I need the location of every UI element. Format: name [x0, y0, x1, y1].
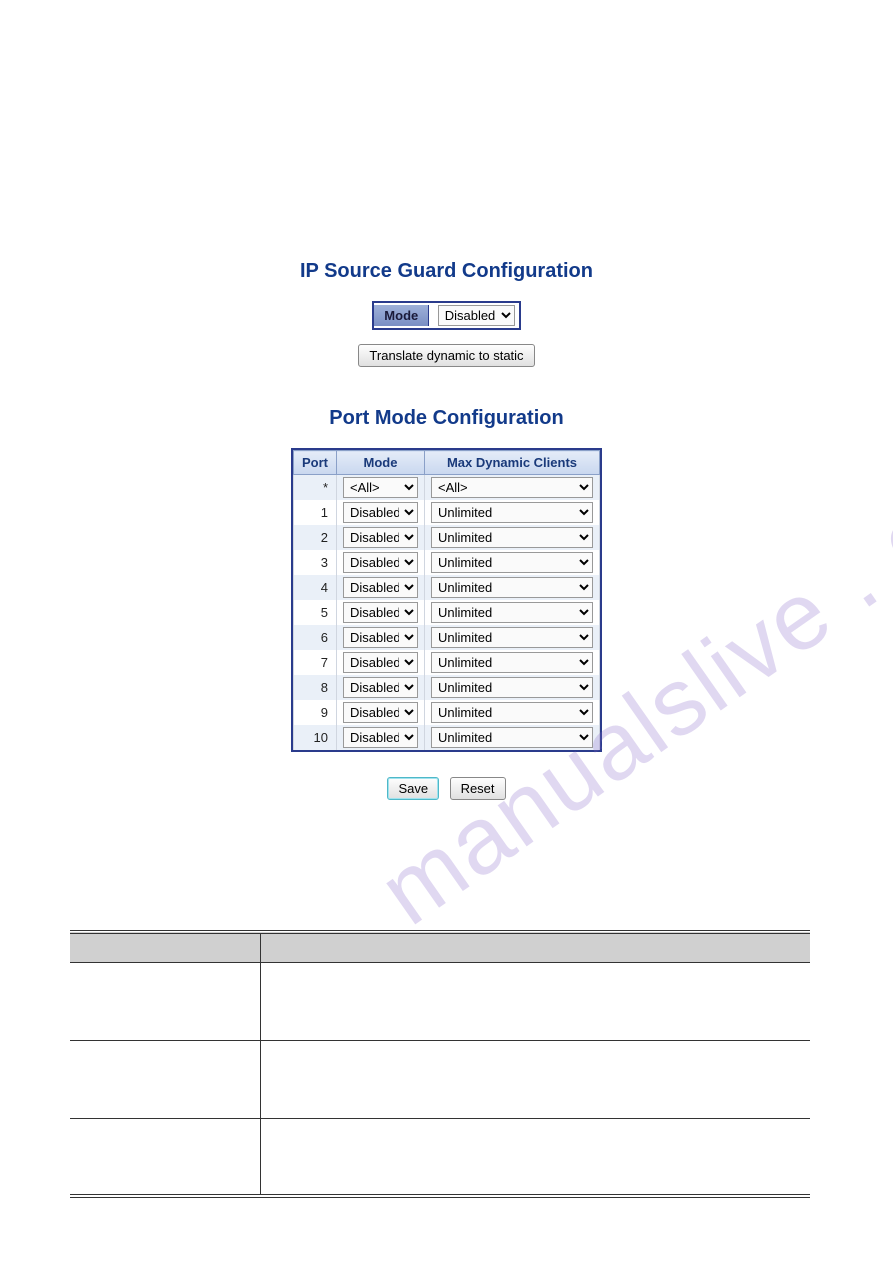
max-clients-select[interactable]: Unlimited — [431, 577, 593, 598]
mode-cell: Disabled — [337, 600, 425, 625]
port-cell: 9 — [294, 700, 337, 725]
mode-select[interactable]: Disabled — [438, 305, 515, 326]
table-row: 2 Disabled Unlimited — [294, 525, 600, 550]
lower-table-row — [70, 1040, 810, 1118]
table-row: 9 Disabled Unlimited — [294, 700, 600, 725]
port-cell: 7 — [294, 650, 337, 675]
max-clients-cell: Unlimited — [425, 625, 600, 650]
port-table-wrap: Port Mode Max Dynamic Clients * <All> <All… — [291, 448, 602, 752]
table-row: 1 Disabled Unlimited — [294, 500, 600, 525]
max-clients-select[interactable]: <All> — [431, 477, 593, 498]
lower-cell-1 — [70, 1118, 260, 1196]
max-clients-cell: Unlimited — [425, 525, 600, 550]
lower-cell-2 — [260, 1118, 810, 1196]
table-row: 7 Disabled Unlimited — [294, 650, 600, 675]
lower-cell-2 — [260, 962, 810, 1040]
port-cell: 3 — [294, 550, 337, 575]
max-clients-select[interactable]: Unlimited — [431, 552, 593, 573]
lower-cell-1 — [70, 1040, 260, 1118]
lower-table-row — [70, 1118, 810, 1196]
table-row: 3 Disabled Unlimited — [294, 550, 600, 575]
col-header-mode: Mode — [337, 451, 425, 475]
max-clients-select[interactable]: Unlimited — [431, 702, 593, 723]
table-row: 4 Disabled Unlimited — [294, 575, 600, 600]
lower-cell-1 — [70, 962, 260, 1040]
mode-cell: Disabled — [337, 525, 425, 550]
mode-cell: <All> — [337, 475, 425, 501]
port-cell: 10 — [294, 725, 337, 750]
table-row: * <All> <All> — [294, 475, 600, 501]
max-clients-select[interactable]: Unlimited — [431, 677, 593, 698]
port-table: Port Mode Max Dynamic Clients * <All> <All… — [293, 450, 600, 750]
mode-cell: Disabled — [337, 500, 425, 525]
port-mode-select[interactable]: Disabled — [343, 727, 418, 748]
port-mode-select[interactable]: Disabled — [343, 602, 418, 623]
port-cell: 4 — [294, 575, 337, 600]
mode-cell: Disabled — [337, 675, 425, 700]
lower-description-table — [70, 930, 810, 1198]
reset-button[interactable]: Reset — [450, 777, 506, 800]
col-header-max: Max Dynamic Clients — [425, 451, 600, 475]
lower-header-cell-1 — [70, 932, 260, 962]
port-cell: 2 — [294, 525, 337, 550]
max-clients-select[interactable]: Unlimited — [431, 602, 593, 623]
port-cell: * — [294, 475, 337, 501]
lower-table-header-row — [70, 932, 810, 962]
max-clients-cell: Unlimited — [425, 550, 600, 575]
port-cell: 8 — [294, 675, 337, 700]
port-mode-select[interactable]: Disabled — [343, 527, 418, 548]
max-clients-cell: Unlimited — [425, 600, 600, 625]
table-row: 5 Disabled Unlimited — [294, 600, 600, 625]
max-clients-cell: Unlimited — [425, 675, 600, 700]
mode-cell: Disabled — [337, 625, 425, 650]
mode-row: Mode Disabled — [372, 301, 520, 330]
max-clients-cell: Unlimited — [425, 700, 600, 725]
max-clients-select[interactable]: Unlimited — [431, 627, 593, 648]
table-row: 6 Disabled Unlimited — [294, 625, 600, 650]
port-mode-select[interactable]: Disabled — [343, 677, 418, 698]
port-cell: 6 — [294, 625, 337, 650]
mode-cell: Disabled — [337, 650, 425, 675]
max-clients-cell: Unlimited — [425, 575, 600, 600]
lower-header-cell-2 — [260, 932, 810, 962]
max-clients-cell: <All> — [425, 475, 600, 501]
mode-cell: Disabled — [337, 725, 425, 750]
table-row: 10 Disabled Unlimited — [294, 725, 600, 750]
mode-label: Mode — [374, 305, 429, 326]
col-header-port: Port — [294, 451, 337, 475]
port-mode-select[interactable]: <All> — [343, 477, 418, 498]
max-clients-cell: Unlimited — [425, 500, 600, 525]
mode-cell: Disabled — [337, 575, 425, 600]
port-cell: 1 — [294, 500, 337, 525]
port-mode-select[interactable]: Disabled — [343, 502, 418, 523]
port-mode-select[interactable]: Disabled — [343, 702, 418, 723]
lower-table-row — [70, 962, 810, 1040]
translate-button[interactable]: Translate dynamic to static — [358, 344, 534, 367]
ip-source-guard-title: IP Source Guard Configuration — [0, 260, 893, 283]
max-clients-select[interactable]: Unlimited — [431, 652, 593, 673]
mode-cell: Disabled — [337, 550, 425, 575]
translate-row: Translate dynamic to static — [0, 344, 893, 367]
mode-select-wrap: Disabled — [434, 303, 519, 328]
mode-cell: Disabled — [337, 700, 425, 725]
save-button[interactable]: Save — [387, 777, 439, 800]
max-clients-select[interactable]: Unlimited — [431, 727, 593, 748]
max-clients-cell: Unlimited — [425, 650, 600, 675]
port-cell: 5 — [294, 600, 337, 625]
port-mode-select[interactable]: Disabled — [343, 627, 418, 648]
max-clients-select[interactable]: Unlimited — [431, 502, 593, 523]
max-clients-cell: Unlimited — [425, 725, 600, 750]
port-mode-select[interactable]: Disabled — [343, 552, 418, 573]
table-row: 8 Disabled Unlimited — [294, 675, 600, 700]
port-table-header-row: Port Mode Max Dynamic Clients — [294, 451, 600, 475]
action-row: Save Reset — [0, 777, 893, 800]
lower-cell-2 — [260, 1040, 810, 1118]
max-clients-select[interactable]: Unlimited — [431, 527, 593, 548]
port-mode-title: Port Mode Configuration — [0, 407, 893, 430]
port-mode-select[interactable]: Disabled — [343, 577, 418, 598]
port-mode-select[interactable]: Disabled — [343, 652, 418, 673]
